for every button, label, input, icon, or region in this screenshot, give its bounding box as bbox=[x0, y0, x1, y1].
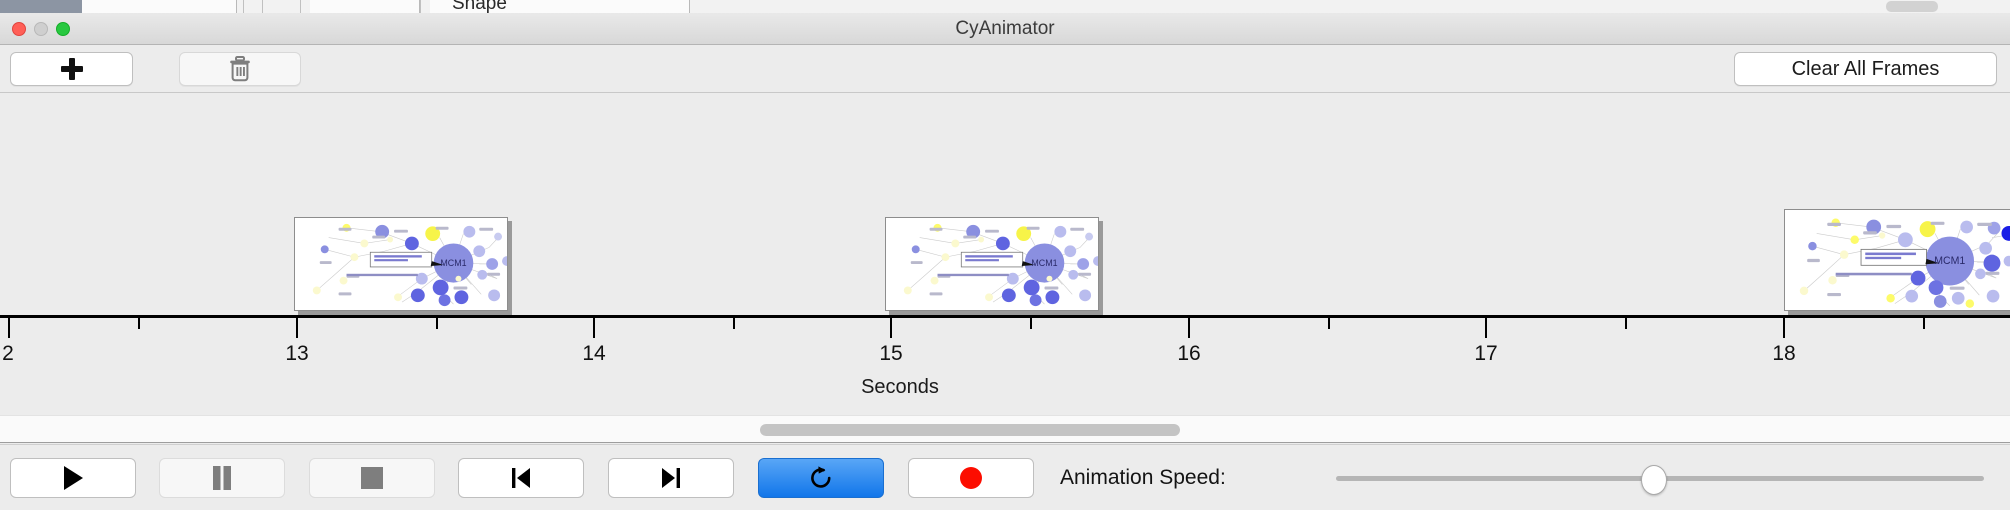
skip-to-start-button[interactable] bbox=[458, 458, 584, 498]
background-titlebar-segment bbox=[0, 0, 82, 13]
timeline-frame-thumbnail[interactable]: MCM1 bbox=[1784, 209, 2010, 315]
svg-text:MCM1: MCM1 bbox=[1934, 255, 1965, 267]
svg-text:MCM1: MCM1 bbox=[1031, 258, 1057, 268]
axis-tick-label: 13 bbox=[285, 342, 309, 365]
background-window-strip: Shape bbox=[0, 0, 2010, 13]
axis-tick-label: 14 bbox=[582, 342, 606, 365]
pause-icon bbox=[210, 464, 234, 492]
axis-tick-label: 2 bbox=[2, 342, 14, 365]
timeline-horizontal-scrollbar[interactable] bbox=[0, 415, 2010, 443]
clear-all-frames-button[interactable]: Clear All Frames bbox=[1734, 52, 1997, 86]
axis-tick-minor bbox=[1625, 318, 1627, 329]
plus-icon bbox=[60, 58, 83, 80]
window-traffic-lights bbox=[12, 22, 70, 36]
axis-tick-label: 17 bbox=[1474, 342, 1498, 365]
axis-tick-major bbox=[1188, 318, 1190, 338]
axis-tick-major bbox=[1485, 318, 1487, 338]
frame-toolbar: Clear All Frames bbox=[0, 45, 2010, 93]
axis-tick-label: 16 bbox=[1177, 342, 1201, 365]
add-frame-button[interactable] bbox=[10, 52, 133, 86]
stop-icon bbox=[360, 466, 384, 490]
close-button-icon[interactable] bbox=[12, 22, 26, 36]
network-graph-icon: MCM1 bbox=[903, 223, 1098, 307]
play-icon bbox=[60, 464, 86, 492]
loop-icon bbox=[807, 464, 835, 492]
axis-tick-major bbox=[890, 318, 892, 338]
slider-thumb[interactable] bbox=[1641, 465, 1667, 495]
title-bar: CyAnimator bbox=[0, 13, 2010, 45]
axis-tick-major bbox=[593, 318, 595, 338]
thumbnail-sheet: MCM1 bbox=[1784, 209, 2010, 311]
playback-control-bar: Animation Speed: bbox=[0, 444, 2010, 510]
axis-tick-label: 18 bbox=[1772, 342, 1796, 365]
delete-frame-button[interactable] bbox=[179, 52, 301, 86]
network-graph-icon: MCM1 bbox=[312, 223, 507, 307]
timeline-frame-thumbnail[interactable]: MCM1 bbox=[885, 217, 1103, 315]
record-icon bbox=[959, 466, 983, 490]
axis-tick-major bbox=[8, 318, 10, 338]
svg-text:MCM1: MCM1 bbox=[440, 258, 466, 268]
timeline-frames-area[interactable]: MCM1 bbox=[0, 93, 2010, 315]
thumbnail-sheet: MCM1 bbox=[885, 217, 1099, 311]
background-scrollbar bbox=[1886, 1, 1938, 12]
clear-all-frames-label: Clear All Frames bbox=[1791, 57, 1940, 80]
animation-speed-slider[interactable] bbox=[1336, 458, 1984, 498]
minimize-button-icon[interactable] bbox=[34, 22, 48, 36]
loop-button[interactable] bbox=[758, 458, 884, 498]
axis-title-text: Seconds bbox=[861, 376, 939, 398]
timeline-axis: 2 13 14 15 16 17 18 Seconds bbox=[0, 315, 2010, 415]
axis-tick-major bbox=[1783, 318, 1785, 338]
axis-tick-minor bbox=[1923, 318, 1925, 329]
axis-title: Seconds bbox=[0, 376, 2010, 399]
thumbnail-sheet: MCM1 bbox=[294, 217, 508, 311]
record-button[interactable] bbox=[908, 458, 1034, 498]
axis-tick-minor bbox=[733, 318, 735, 329]
animation-speed-label: Animation Speed: bbox=[1060, 466, 1226, 489]
axis-tick-major bbox=[296, 318, 298, 338]
trash-icon bbox=[228, 56, 252, 82]
axis-tick-minor bbox=[1328, 318, 1330, 329]
axis-tick-label: 15 bbox=[879, 342, 903, 365]
play-button[interactable] bbox=[10, 458, 136, 498]
axis-tick-minor bbox=[1030, 318, 1032, 329]
background-window-label: Shape bbox=[452, 0, 507, 13]
skip-end-icon bbox=[658, 465, 684, 491]
axis-baseline bbox=[0, 315, 2010, 318]
axis-tick-minor bbox=[138, 318, 140, 329]
timeline-frame-thumbnail[interactable]: MCM1 bbox=[294, 217, 512, 315]
zoom-button-icon[interactable] bbox=[56, 22, 70, 36]
axis-tick-minor bbox=[436, 318, 438, 329]
window-title: CyAnimator bbox=[955, 18, 1055, 39]
network-graph-icon: MCM1 bbox=[1799, 218, 2010, 308]
pause-button[interactable] bbox=[159, 458, 285, 498]
skip-to-end-button[interactable] bbox=[608, 458, 734, 498]
stop-button[interactable] bbox=[309, 458, 435, 498]
scrollbar-thumb[interactable] bbox=[760, 424, 1180, 436]
skip-start-icon bbox=[508, 465, 534, 491]
